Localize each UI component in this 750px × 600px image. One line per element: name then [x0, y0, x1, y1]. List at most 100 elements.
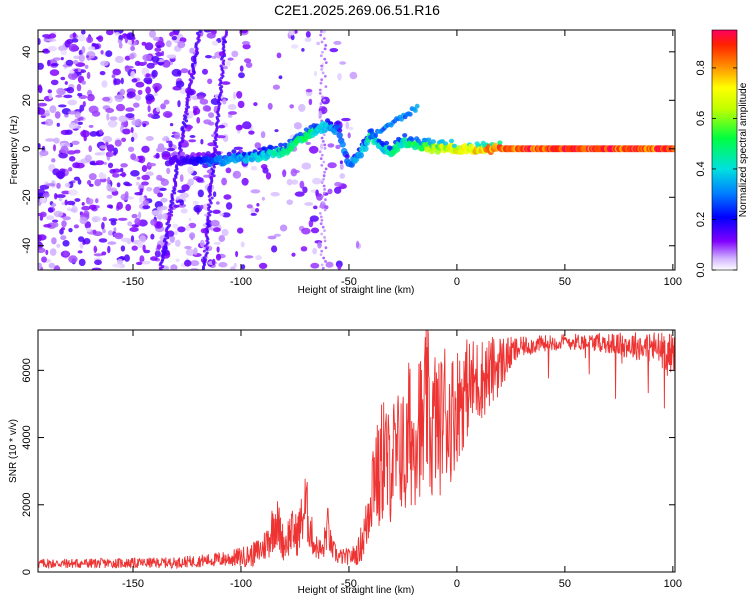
spectrogram-cell — [53, 265, 61, 270]
spectrogram-cell — [320, 153, 324, 157]
spectrogram-cell — [451, 143, 458, 149]
spectrogram-cell — [166, 167, 171, 175]
spectrogram-cell — [256, 203, 260, 207]
spectrogram-cell — [320, 68, 324, 71]
spectrogram-cell — [117, 217, 128, 221]
spectrogram-cell — [60, 57, 64, 61]
spectrogram-cell — [105, 108, 115, 113]
spectrogram-cell — [68, 70, 75, 74]
spectrogram-cell — [82, 129, 86, 138]
spectrogram-cell — [161, 50, 165, 57]
spectrogram-cell — [339, 173, 346, 179]
spectrogram-cell — [310, 262, 320, 269]
spectrogram-cell — [92, 229, 97, 234]
spectrogram-cell — [310, 227, 320, 234]
spectrogram-cell — [322, 133, 326, 137]
spectrogram-cell — [124, 191, 129, 199]
spectrogram-cell — [236, 91, 243, 99]
spectrogram-cell — [242, 41, 250, 45]
spectrogram-cell — [38, 84, 42, 91]
spectrogram-cell — [250, 212, 257, 216]
spectrogram-cell — [334, 181, 342, 187]
spectrogram-cell — [297, 131, 303, 137]
spectrogram-cell — [177, 203, 187, 208]
spectrogram-cell — [38, 102, 47, 107]
spectrogram-cell — [130, 127, 134, 133]
spectrogram-cell — [161, 137, 170, 142]
spectrogram-cell — [134, 94, 142, 101]
spectrogram-cell — [119, 88, 126, 96]
spectrogram-cell — [126, 32, 135, 40]
spectrogram-cell — [125, 113, 135, 119]
spectrogram-cell — [180, 142, 189, 148]
spectrogram-cell — [141, 41, 147, 46]
spectrogram-cell — [179, 192, 190, 199]
spectrogram-cell — [43, 38, 49, 42]
spectrogram-cell — [89, 131, 98, 137]
spectrogram-cell — [223, 194, 232, 200]
spectrogram-cell — [142, 205, 151, 210]
spectrogram-cell — [174, 131, 181, 140]
spectrogram-x-tick-label: -50 — [341, 276, 357, 288]
spectrogram-cell — [62, 240, 70, 247]
spectrogram-cell — [318, 150, 322, 154]
spectrogram-cell — [322, 177, 325, 181]
spectrogram-cell — [188, 222, 197, 229]
spectrogram-cell — [150, 256, 158, 261]
spectrogram-cell — [172, 151, 178, 156]
spectrogram-cell — [38, 38, 41, 45]
spectrogram-cell — [239, 65, 244, 72]
spectrogram-cell — [221, 177, 228, 186]
spectrogram-cell — [319, 157, 323, 161]
spectrogram-cell — [305, 31, 311, 38]
spectrogram-cell — [120, 237, 131, 242]
spectrogram-cell — [141, 260, 151, 265]
spectrogram-cell — [327, 162, 337, 169]
spectrogram-cell — [52, 222, 59, 228]
spectrogram-cell — [160, 103, 167, 110]
spectrogram-cell — [314, 70, 317, 77]
spectrogram-cell — [202, 249, 206, 253]
spectrogram-cell — [320, 40, 324, 44]
snr-frame — [37, 329, 676, 573]
spectrogram-cell — [241, 177, 249, 186]
spectrogram-cell — [47, 38, 57, 42]
spectrogram-cell — [216, 201, 220, 205]
colorbar-tick-label: 0.4 — [695, 161, 707, 176]
spectrogram-cell — [179, 200, 184, 206]
spectrogram-cell — [318, 88, 322, 92]
spectrogram-cell — [141, 174, 150, 181]
spectrogram-cell — [73, 176, 80, 181]
spectrogram-cell — [166, 147, 175, 152]
spectrogram-cell — [151, 56, 160, 63]
spectrogram-cell — [205, 55, 212, 59]
spectrogram-cell — [143, 61, 147, 65]
spectrogram-cell — [110, 220, 117, 226]
spectrogram-cell — [218, 124, 226, 129]
spectrogram-cell — [222, 134, 229, 143]
spectrogram-cell — [99, 71, 106, 76]
spectrogram-cell — [78, 236, 85, 243]
snr-axes: -150 -100 -50 0 50 100 0 2000 4000 6000 — [21, 330, 682, 590]
spectrogram-cell — [130, 170, 140, 177]
spectrogram-cell — [321, 71, 325, 75]
spectrogram-cell — [322, 174, 326, 178]
spectrogram-cell — [200, 204, 204, 210]
spectrogram-cell — [208, 112, 215, 118]
spectrogram-cell — [64, 81, 68, 85]
spectrogram-cell — [120, 245, 126, 252]
spectrogram-cell — [48, 92, 53, 100]
spectrogram-cell — [91, 267, 102, 270]
spectrogram-cell — [242, 43, 251, 50]
spectrogram-cell — [62, 216, 71, 221]
spectrogram-cell — [172, 223, 179, 229]
spectrogram-cell — [220, 85, 224, 89]
spectrogram-cell — [45, 118, 54, 126]
spectrogram-cell — [185, 248, 195, 256]
spectrogram-cell — [184, 259, 192, 267]
spectrogram-cell — [75, 62, 86, 67]
spectrogram-cell — [137, 240, 143, 249]
spectrogram-cell — [155, 221, 161, 227]
spectrogram-cell — [106, 194, 113, 199]
spectrogram-cell — [179, 151, 186, 156]
